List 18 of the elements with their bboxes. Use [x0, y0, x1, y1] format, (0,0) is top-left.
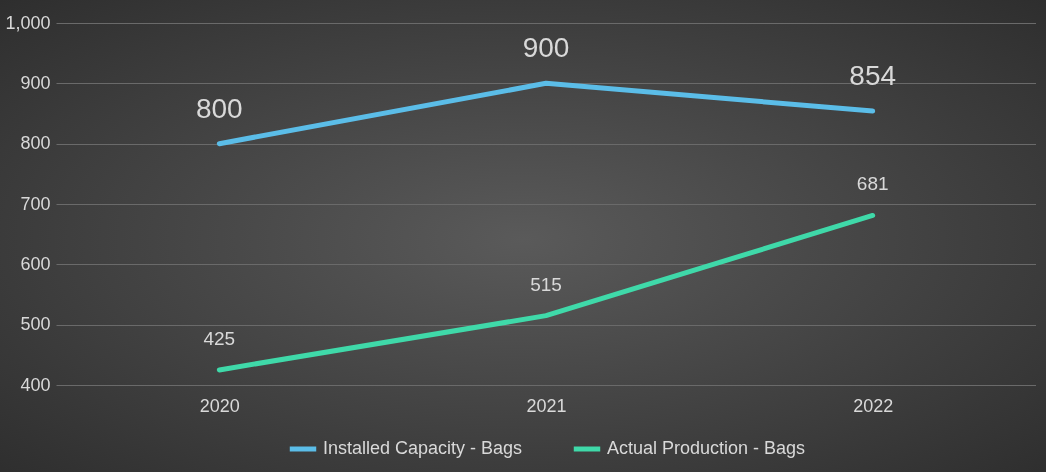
y-tick-label: 800: [20, 133, 51, 154]
data-label: 800: [195, 92, 243, 124]
y-tick-label: 400: [20, 374, 51, 395]
y-tick-label: 900: [20, 72, 51, 93]
data-label: 425: [203, 327, 236, 349]
y-tick-label: 500: [20, 314, 51, 335]
data-label: 515: [530, 273, 562, 295]
x-tick-label: 2022: [853, 395, 894, 416]
y-tick-label: 1,000: [5, 12, 51, 33]
x-tick-label: 2020: [199, 395, 240, 416]
legend-label: Actual Production - Bags: [607, 438, 806, 458]
data-label: 854: [849, 60, 897, 92]
y-tick-label: 700: [20, 193, 51, 214]
data-label: 900: [522, 32, 570, 64]
x-tick-label: 2021: [526, 395, 567, 416]
y-tick-label: 600: [20, 253, 51, 274]
data-label: 681: [856, 173, 889, 195]
legend-label: Installed Capacity - Bags: [323, 438, 523, 458]
